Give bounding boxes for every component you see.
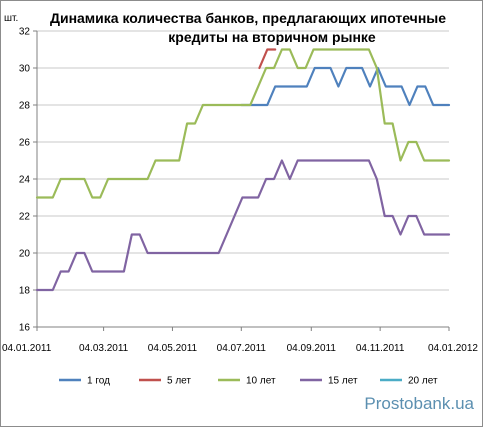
y-axis-unit-label: шт.	[4, 13, 18, 24]
legend-label: 20 лет	[408, 376, 438, 387]
series-line	[35, 48, 451, 199]
x-tick-label: 04.11.2011	[356, 343, 405, 354]
series-line	[35, 159, 451, 292]
legend-label: 10 лет	[246, 376, 276, 387]
x-tick-label: 04.09.2011	[287, 343, 337, 354]
y-tick-label: 26	[19, 138, 31, 149]
y-tick-label: 18	[19, 286, 31, 297]
legend-label: 15 лет	[328, 376, 358, 387]
series-line	[240, 66, 451, 107]
y-tick-label: 28	[19, 101, 31, 112]
y-tick-label: 22	[19, 212, 31, 223]
grid-layer	[37, 30, 449, 328]
x-tick-label: 04.03.2011	[79, 343, 129, 354]
x-tick-label: 04.01.2011	[2, 343, 52, 354]
y-tick-label: 20	[19, 249, 31, 260]
series-layer	[35, 48, 451, 292]
y-tick-label: 30	[19, 64, 31, 75]
series-line	[258, 48, 277, 70]
legend: 1 год 5 лет 10 лет 15 лет 20 лет	[59, 376, 438, 387]
y-tick-label: 32	[19, 27, 31, 38]
legend-label: 1 год	[87, 376, 110, 387]
x-tick-label: 04.07.2011	[217, 343, 267, 354]
x-tick-label: 04.05.2011	[148, 343, 198, 354]
axis-layer: 16 18 20 22 24 26 28 30 32 04.01.2011 04.03.2011 04…	[2, 27, 478, 355]
chart-title-line2: кредиты на вторичном рынке	[168, 29, 376, 45]
x-tick-label: 04.01.2012	[428, 343, 478, 354]
y-tick-label: 24	[19, 175, 31, 186]
chart-title-line1: Динамика количества банков, предлагающих…	[50, 10, 446, 26]
legend-label: 5 лет	[167, 376, 191, 387]
y-tick-label: 16	[19, 323, 31, 334]
watermark: Prostobank.ua	[364, 394, 474, 413]
